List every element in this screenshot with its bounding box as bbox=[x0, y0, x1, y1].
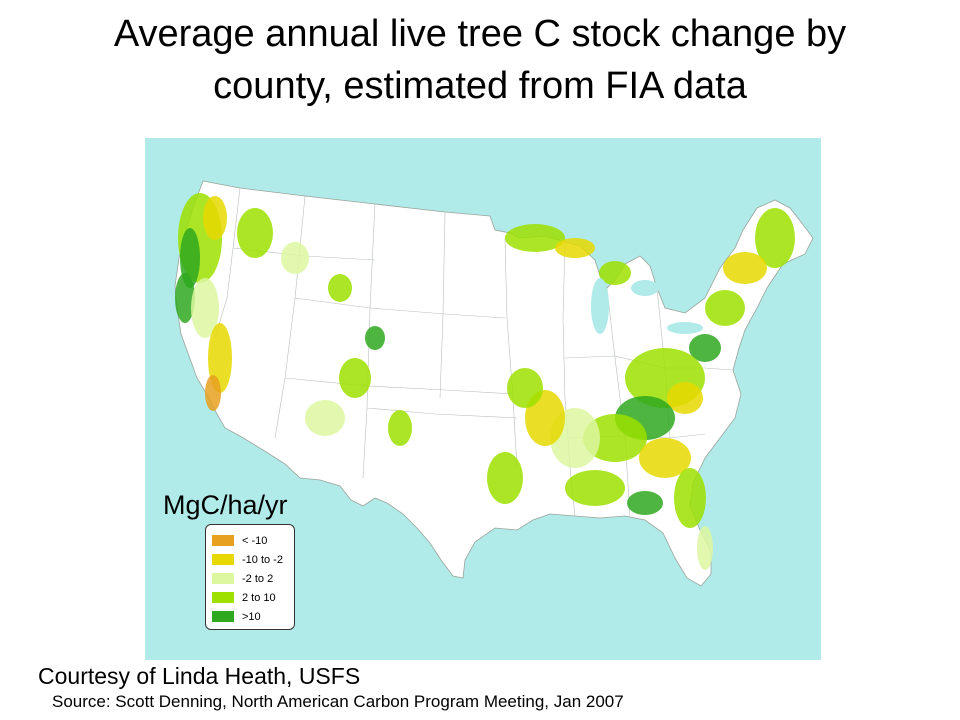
legend-label: 2 to 10 bbox=[242, 591, 276, 604]
legend-swatch bbox=[212, 554, 234, 565]
map-legend: < -10 -10 to -2 -2 to 2 2 to 10 >10 bbox=[205, 524, 295, 630]
credit-text: Courtesy of Linda Heath, USFS bbox=[38, 663, 361, 689]
legend-item: < -10 bbox=[212, 531, 294, 550]
map-svg bbox=[174, 180, 814, 587]
legend-swatch bbox=[212, 573, 234, 584]
state-borders bbox=[214, 187, 734, 517]
title-line-2: county, estimated from FIA data bbox=[213, 65, 747, 107]
legend-item: >10 bbox=[212, 607, 294, 626]
legend-label: >10 bbox=[242, 610, 261, 623]
legend-item: -2 to 2 bbox=[212, 569, 294, 588]
legend-label: -10 to -2 bbox=[242, 553, 283, 566]
legend-swatch bbox=[212, 535, 234, 546]
legend-swatch bbox=[212, 592, 234, 603]
legend-item: 2 to 10 bbox=[212, 588, 294, 607]
slide-title: Average annual live tree C stock change … bbox=[0, 8, 960, 112]
title-line-1: Average annual live tree C stock change … bbox=[113, 13, 847, 55]
legend-units: MgC/ha/yr bbox=[163, 490, 288, 520]
legend-label: -2 to 2 bbox=[242, 572, 274, 585]
legend-item: -10 to -2 bbox=[212, 550, 294, 569]
legend-label: < -10 bbox=[242, 534, 268, 547]
carbon-pattern bbox=[175, 193, 795, 570]
source-text: Source: Scott Denning, North American Ca… bbox=[52, 692, 624, 711]
legend-swatch bbox=[212, 611, 234, 622]
